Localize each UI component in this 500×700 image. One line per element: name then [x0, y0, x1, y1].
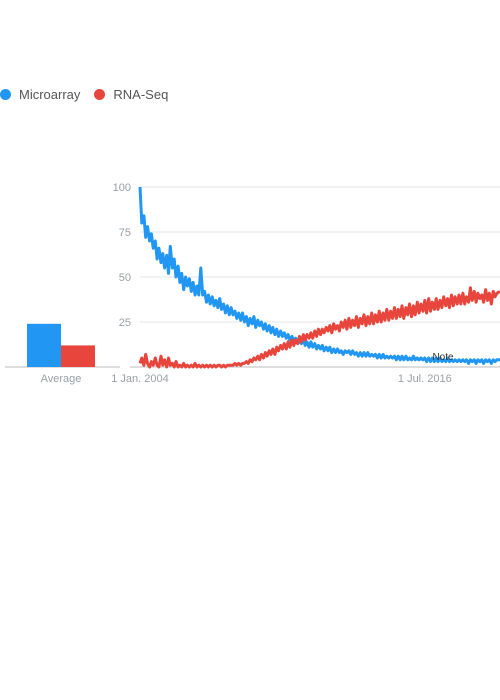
- legend-item-rna-seq[interactable]: RNA-Seq: [94, 87, 168, 102]
- y-tick-label: 50: [119, 272, 131, 284]
- legend-label-microarray: Microarray: [19, 86, 81, 102]
- average-bar-rna-seq[interactable]: [61, 345, 95, 367]
- label-layer: 25 50 75 100 1 Jan. 2004 1 Jul. 2016 Average No…: [41, 182, 454, 385]
- note-annotation[interactable]: Note: [432, 352, 454, 363]
- average-panel: [27, 323, 95, 367]
- chart-legend: Microarray RNA-Seq: [0, 84, 182, 104]
- legend-item-microarray[interactable]: Microarray: [0, 87, 80, 102]
- legend-label-rna-seq: RNA-Seq: [113, 86, 169, 102]
- series-line-microarray[interactable]: [138, 186, 500, 365]
- y-tick-label: 75: [119, 227, 131, 239]
- legend-swatch-microarray: [0, 88, 11, 100]
- average-label: Average: [41, 373, 82, 385]
- x-tick-label: 1 Jan. 2004: [111, 373, 169, 385]
- y-tick-label: 100: [113, 182, 131, 194]
- series-line-rna-seq[interactable]: [138, 286, 500, 369]
- grid-layer: [5, 186, 500, 368]
- x-tick-label: 1 Jul. 2016: [398, 373, 452, 385]
- legend-swatch-rna-seq: [94, 88, 106, 100]
- average-bar-microarray[interactable]: [27, 323, 61, 367]
- series-layer[interactable]: [138, 186, 500, 369]
- y-tick-label: 25: [119, 317, 131, 329]
